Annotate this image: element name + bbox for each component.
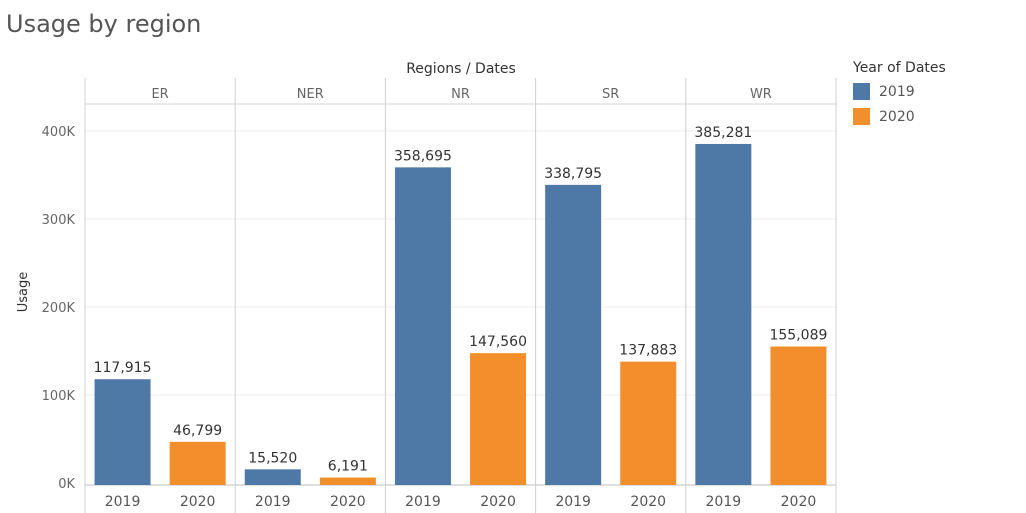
legend-label-2019: 2019 — [879, 83, 915, 100]
region-header-nr: NR — [451, 87, 470, 102]
region-header-sr: SR — [602, 87, 619, 102]
bar-nr-2020 — [470, 353, 527, 485]
x-tick-label: 2019 — [555, 494, 591, 510]
data-labels: 117,915 46,799 15,520 6,191 358,695 147,560 33… — [94, 125, 828, 475]
legend-item-2019[interactable]: 2019 — [853, 79, 946, 104]
x-tick-label: 2019 — [405, 494, 441, 510]
y-tick-label: 400K — [42, 125, 76, 140]
x-tick-label: 2020 — [781, 494, 817, 510]
bar-wr-2019 — [695, 143, 752, 486]
x-tick-label: 2019 — [706, 494, 742, 510]
data-label: 338,795 — [544, 166, 602, 182]
legend-item-2020[interactable]: 2020 — [853, 104, 946, 129]
x-tick-label: 2019 — [105, 494, 141, 510]
bar-ner-2019 — [244, 469, 301, 485]
data-label: 147,560 — [469, 334, 527, 350]
x-tick-label: 2020 — [630, 494, 666, 510]
legend-title: Year of Dates — [853, 60, 946, 76]
data-label: 15,520 — [248, 450, 297, 466]
bar-er-2020 — [169, 441, 226, 485]
axes: 0K 100K 200K 300K 400K ER 2019 2020 NER 2019 2020 N… — [42, 87, 817, 510]
data-label: 117,915 — [94, 360, 152, 376]
y-tick-label: 200K — [42, 301, 76, 316]
data-label: 385,281 — [694, 125, 752, 141]
region-header-er: ER — [151, 87, 168, 102]
x-tick-label: 2020 — [480, 494, 516, 510]
bar-sr-2020 — [620, 361, 677, 485]
column-header: Regions / Dates — [406, 61, 516, 77]
legend-swatch-2019 — [853, 83, 870, 100]
data-label: 6,191 — [328, 459, 368, 475]
x-tick-label: 2019 — [255, 494, 291, 510]
x-tick-label: 2020 — [180, 494, 216, 510]
bars — [94, 143, 827, 486]
y-axis-title: Usage — [16, 272, 31, 313]
data-label: 358,695 — [394, 148, 452, 164]
region-header-wr: WR — [750, 87, 772, 102]
bar-nr-2019 — [394, 167, 451, 486]
legend-label-2020: 2020 — [879, 108, 915, 125]
chart-title: Usage by region — [6, 10, 202, 38]
legend: Year of Dates 2019 2020 — [853, 60, 946, 129]
data-label: 46,799 — [173, 423, 222, 439]
data-label: 137,883 — [619, 343, 677, 359]
legend-swatch-2020 — [853, 108, 870, 125]
bar-wr-2020 — [770, 346, 827, 485]
y-tick-label: 100K — [42, 389, 76, 404]
bar-er-2019 — [94, 379, 151, 485]
bar-sr-2019 — [545, 184, 602, 485]
y-tick-label: 0K — [58, 477, 75, 492]
y-tick-label: 300K — [42, 213, 76, 228]
bar-ner-2020 — [319, 477, 376, 485]
x-tick-label: 2020 — [330, 494, 366, 510]
region-header-ner: NER — [297, 87, 324, 102]
data-label: 155,089 — [769, 328, 827, 344]
